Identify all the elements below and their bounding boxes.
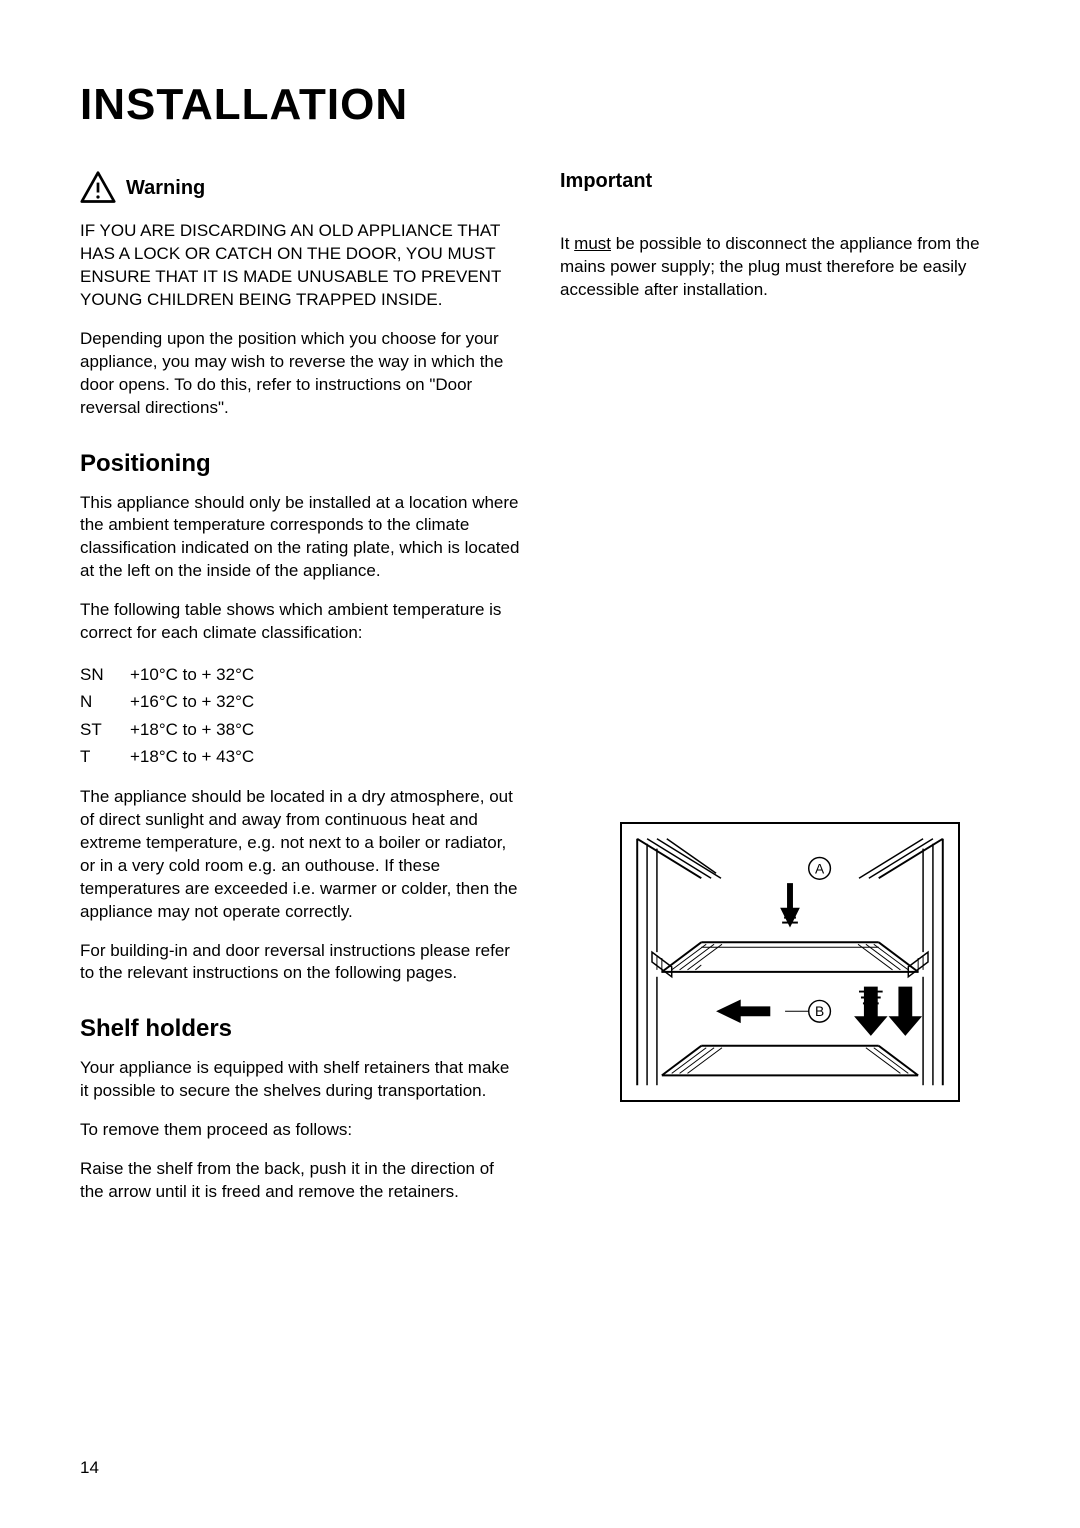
door-reversal-text: Depending upon the position which you ch… <box>80 328 520 420</box>
positioning-p2: The following table shows which ambient … <box>80 599 520 645</box>
content-columns: Warning IF YOU ARE DISCARDING AN OLD APP… <box>80 170 1000 1220</box>
warning-triangle-icon <box>80 170 116 206</box>
positioning-p3: The appliance should be located in a dry… <box>80 786 520 924</box>
important-post: be possible to disconnect the appliance … <box>560 234 980 299</box>
shelf-diagram: A B <box>620 822 960 1102</box>
left-column: Warning IF YOU ARE DISCARDING AN OLD APP… <box>80 170 520 1220</box>
page-number: 14 <box>80 1458 99 1478</box>
temp-range: +16°C to + 32°C <box>130 688 520 715</box>
warning-label: Warning <box>126 177 205 200</box>
table-row: N +16°C to + 32°C <box>80 688 520 715</box>
climate-class: T <box>80 743 130 770</box>
shelf-p2: To remove them proceed as follows: <box>80 1119 520 1142</box>
important-pre: It <box>560 234 574 253</box>
diagram-label-b: B <box>815 1004 824 1019</box>
climate-class: SN <box>80 661 130 688</box>
important-text: It must be possible to disconnect the ap… <box>560 233 1000 302</box>
right-column: Important It must be possible to disconn… <box>560 170 1000 1220</box>
warning-header: Warning <box>80 170 520 206</box>
table-row: SN +10°C to + 32°C <box>80 661 520 688</box>
temp-range: +10°C to + 32°C <box>130 661 520 688</box>
important-underline: must <box>574 234 611 253</box>
climate-class: N <box>80 688 130 715</box>
warning-text: IF YOU ARE DISCARDING AN OLD APPLIANCE T… <box>80 220 520 312</box>
shelf-p3: Raise the shelf from the back, push it i… <box>80 1158 520 1204</box>
diagram-label-a: A <box>815 861 825 876</box>
important-heading: Important <box>560 170 1000 193</box>
positioning-p1: This appliance should only be installed … <box>80 492 520 584</box>
table-row: T +18°C to + 43°C <box>80 743 520 770</box>
shelf-p1: Your appliance is equipped with shelf re… <box>80 1057 520 1103</box>
positioning-p4: For building-in and door reversal instru… <box>80 940 520 986</box>
positioning-heading: Positioning <box>80 450 520 478</box>
temperature-table: SN +10°C to + 32°C N +16°C to + 32°C ST … <box>80 661 520 770</box>
shelf-heading: Shelf holders <box>80 1015 520 1043</box>
temp-range: +18°C to + 43°C <box>130 743 520 770</box>
table-row: ST +18°C to + 38°C <box>80 716 520 743</box>
page-title: INSTALLATION <box>80 80 1000 130</box>
temp-range: +18°C to + 38°C <box>130 716 520 743</box>
climate-class: ST <box>80 716 130 743</box>
